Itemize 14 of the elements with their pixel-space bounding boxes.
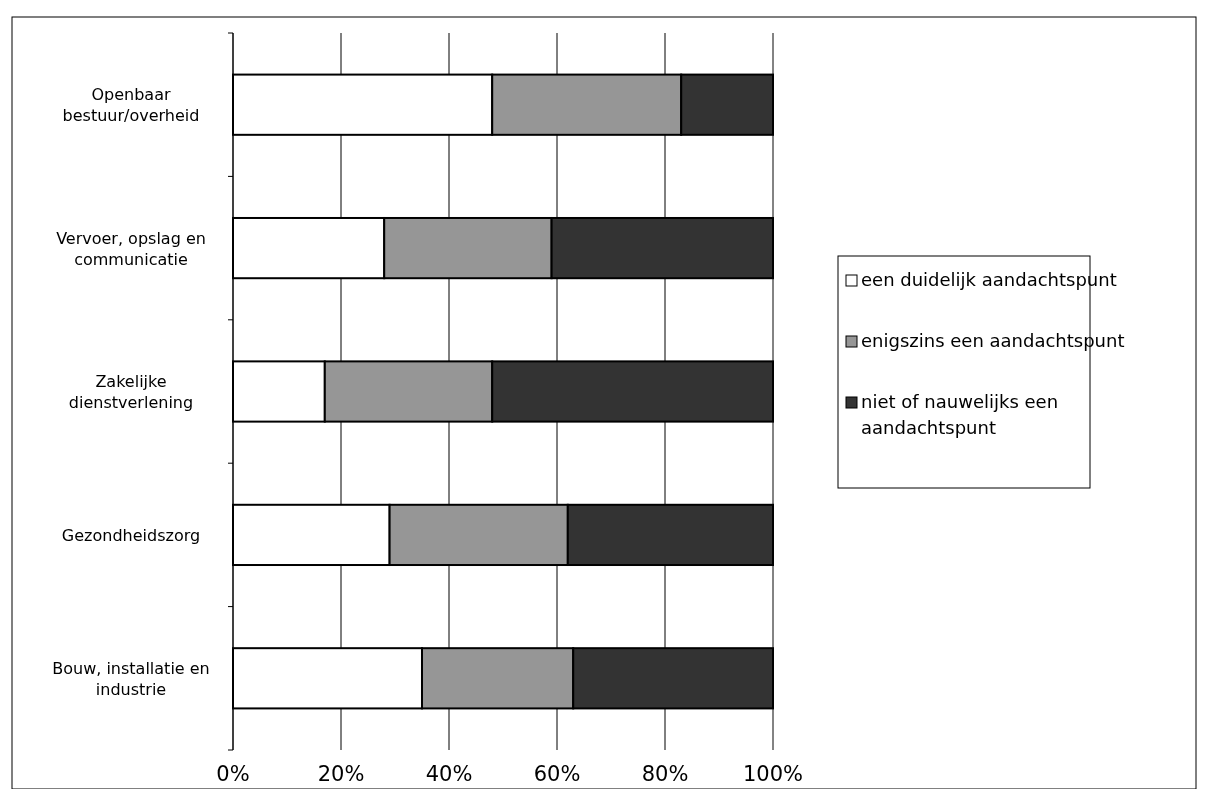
x-tick-label: 100% xyxy=(742,762,804,786)
x-tick-label: 60% xyxy=(533,762,581,786)
y-tick-label: Gezondheidszorg xyxy=(61,525,201,545)
y-tick-label: Openbaar bestuur/overheid xyxy=(62,85,200,126)
x-tick-label: 0% xyxy=(216,762,250,786)
y-tick-label: Bouw, installatie en industrie xyxy=(52,658,210,699)
x-tick-label: 80% xyxy=(641,762,689,786)
legend-label: niet of nauwelijks een aandachtspunt xyxy=(861,391,1059,438)
x-tick-label: 40% xyxy=(425,762,473,786)
x-tick-label: 20% xyxy=(317,762,365,786)
legend-label: enigszins een aandachtspunt xyxy=(861,330,1125,351)
y-tick-label: Vervoer, opslag en communicatie xyxy=(56,228,206,269)
legend-label: een duidelijk aandachtspunt xyxy=(861,269,1117,290)
y-tick-label: Zakelijke dienstverlening xyxy=(68,372,194,412)
